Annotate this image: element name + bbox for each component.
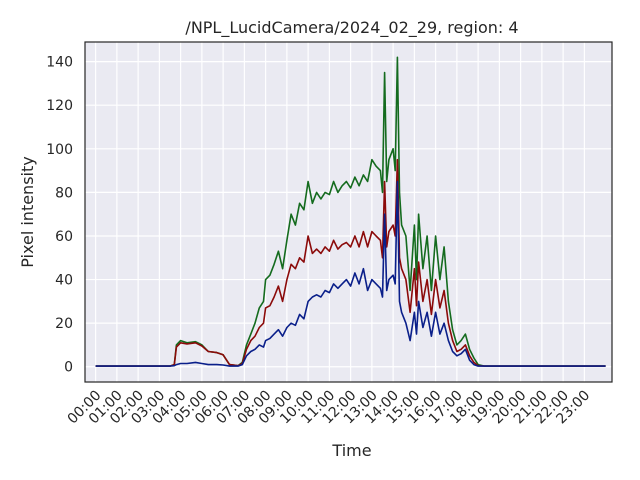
- series-line-blue: [95, 180, 606, 367]
- plot-frame: [84, 41, 613, 383]
- y-tick-label: 100: [46, 142, 73, 158]
- y-tick-label: 20: [55, 316, 73, 332]
- y-axis-label: Pixel intensity: [18, 156, 37, 267]
- y-tick-label: 0: [64, 360, 73, 376]
- y-tick-label: 40: [55, 273, 73, 289]
- series-group: [95, 56, 606, 367]
- y-tick-label: 80: [55, 185, 73, 201]
- y-tick-labels: 0 20 40 60 80 100 120 140: [46, 55, 73, 376]
- series-line-red: [95, 158, 606, 367]
- plot-area: [85, 42, 612, 382]
- y-tick-label: 60: [55, 229, 73, 245]
- y-tick-label: 140: [46, 55, 73, 71]
- x-tick-labels: 00:0001:0002:0003:0004:0005:0006:0007:00…: [65, 388, 594, 428]
- grid: [85, 42, 612, 382]
- chart-title: /NPL_LucidCamera/2024_02_29, region: 4: [185, 18, 518, 38]
- y-tick-label: 120: [46, 98, 73, 114]
- x-axis-label: Time: [331, 441, 371, 460]
